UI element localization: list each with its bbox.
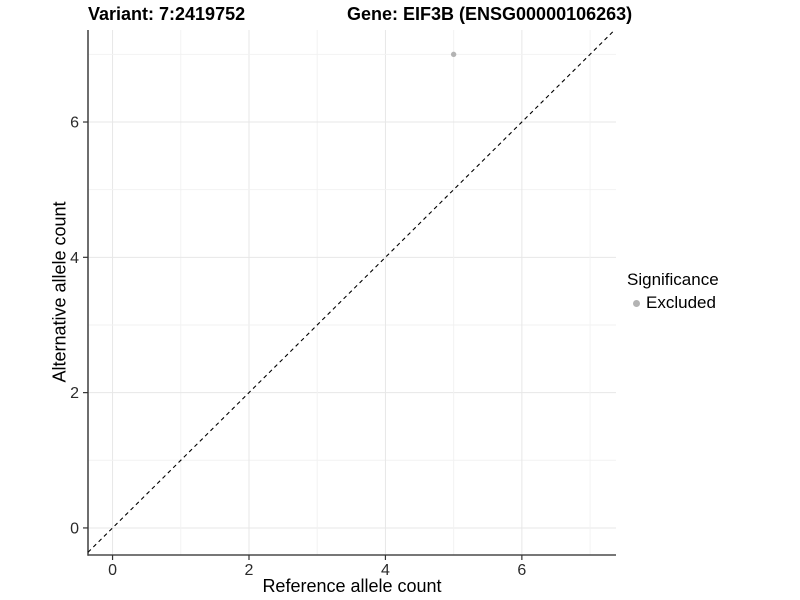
y-tick-label: 0 xyxy=(70,520,79,537)
legend-point-swatch-icon xyxy=(633,299,640,307)
variant-title: Variant: 7:2419752 xyxy=(88,4,246,24)
gene-title: Gene: EIF3B (ENSG00000106263) xyxy=(347,4,633,24)
data-point xyxy=(450,51,457,58)
y-tick-label: 4 xyxy=(70,250,79,267)
x-tick-label: 0 xyxy=(108,562,117,579)
legend-item-label: Excluded xyxy=(646,293,716,312)
identity-line xyxy=(87,29,616,553)
y-axis-title: Alternative allele count xyxy=(49,201,70,383)
x-axis-title: Reference allele count xyxy=(262,576,442,596)
legend-title: Significance xyxy=(627,270,719,289)
legend: Significance Excluded xyxy=(627,270,719,313)
y-tick-label: 2 xyxy=(70,385,79,402)
x-tick-label: 6 xyxy=(517,562,526,579)
y-tick-label: 6 xyxy=(70,115,79,132)
legend-item-excluded: Excluded xyxy=(627,293,719,313)
x-tick-label: 4 xyxy=(381,562,390,579)
x-tick-label: 2 xyxy=(245,562,254,579)
